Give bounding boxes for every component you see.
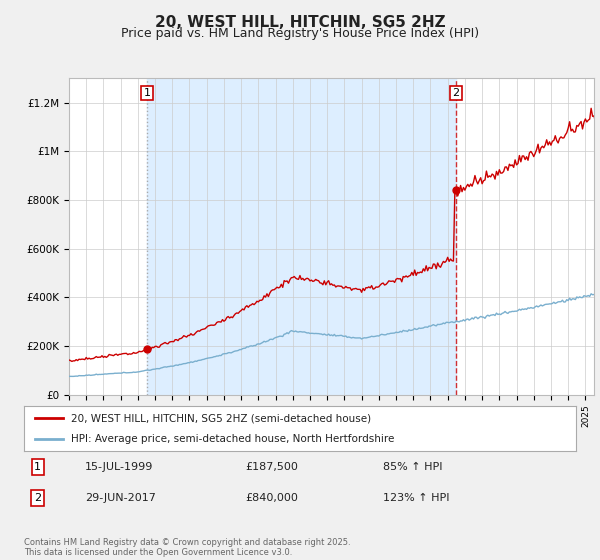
- Bar: [147, 78, 456, 395]
- Text: 2: 2: [34, 493, 41, 503]
- Text: 1: 1: [34, 462, 41, 472]
- Text: 123% ↑ HPI: 123% ↑ HPI: [383, 493, 449, 503]
- Text: 2: 2: [452, 88, 460, 98]
- Text: 20, WEST HILL, HITCHIN, SG5 2HZ (semi-detached house): 20, WEST HILL, HITCHIN, SG5 2HZ (semi-de…: [71, 413, 371, 423]
- Text: 85% ↑ HPI: 85% ↑ HPI: [383, 462, 442, 472]
- Text: 29-JUN-2017: 29-JUN-2017: [85, 493, 155, 503]
- Text: 20, WEST HILL, HITCHIN, SG5 2HZ: 20, WEST HILL, HITCHIN, SG5 2HZ: [155, 15, 445, 30]
- Text: 1: 1: [143, 88, 151, 98]
- Text: £187,500: £187,500: [245, 462, 298, 472]
- Text: 15-JUL-1999: 15-JUL-1999: [85, 462, 153, 472]
- Text: £840,000: £840,000: [245, 493, 298, 503]
- Text: Price paid vs. HM Land Registry's House Price Index (HPI): Price paid vs. HM Land Registry's House …: [121, 27, 479, 40]
- Text: HPI: Average price, semi-detached house, North Hertfordshire: HPI: Average price, semi-detached house,…: [71, 433, 394, 444]
- Text: Contains HM Land Registry data © Crown copyright and database right 2025.
This d: Contains HM Land Registry data © Crown c…: [24, 538, 350, 557]
